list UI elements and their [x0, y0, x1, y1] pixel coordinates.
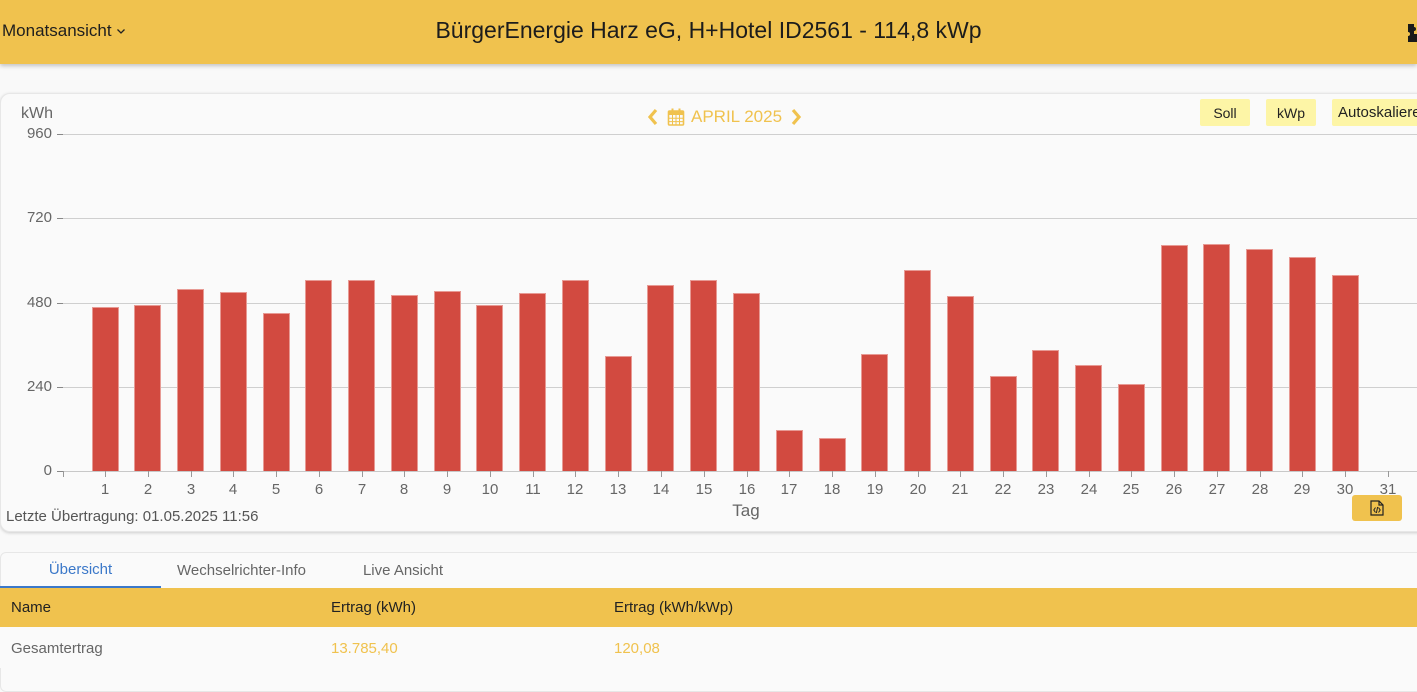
- bar-day-19[interactable]: [861, 354, 888, 471]
- bar-day-1[interactable]: [92, 307, 119, 471]
- bar-day-14[interactable]: [647, 285, 674, 471]
- last-transfer-status: Letzte Übertragung: 01.05.2025 11:56: [6, 508, 259, 525]
- bar-day-6[interactable]: [305, 280, 332, 471]
- page-title: BürgerEnergie Harz eG, H+Hotel ID2561 - …: [435, 17, 982, 43]
- bar-day-23[interactable]: [1032, 350, 1059, 471]
- export-button[interactable]: [1352, 495, 1402, 521]
- view-mode-label: Monatsansicht: [2, 21, 112, 40]
- kwp-toggle-button[interactable]: kWp: [1266, 99, 1316, 126]
- row-yield-kwh: 13.785,40: [331, 640, 398, 657]
- bar-day-28[interactable]: [1246, 249, 1273, 471]
- bar-day-2[interactable]: [134, 305, 161, 471]
- bar-day-3[interactable]: [177, 289, 204, 471]
- bar-day-29[interactable]: [1289, 257, 1316, 471]
- y-axis-unit: kWh: [21, 105, 53, 122]
- bar-day-12[interactable]: [562, 280, 589, 471]
- bar-day-13[interactable]: [605, 356, 632, 471]
- bar-day-5[interactable]: [263, 313, 290, 471]
- app-header: Monatsansicht BürgerEnergie Harz eG, H+H…: [0, 0, 1417, 64]
- month-label[interactable]: APRIL 2025: [691, 107, 783, 126]
- tab-inverter-info[interactable]: Wechselrichter-Info: [177, 561, 306, 579]
- file-code-icon: [1370, 500, 1384, 516]
- month-navigator: APRIL 2025: [645, 106, 804, 128]
- bar-day-11[interactable]: [519, 293, 546, 471]
- bar-day-8[interactable]: [391, 295, 418, 471]
- bar-day-4[interactable]: [220, 292, 247, 471]
- table-row: Gesamtertrag 13.785,40 120,08: [0, 627, 1417, 668]
- bar-day-30[interactable]: [1332, 275, 1359, 471]
- chevron-down-icon: [116, 29, 125, 34]
- prev-month-button[interactable]: [645, 106, 661, 128]
- bar-day-24[interactable]: [1075, 365, 1102, 471]
- column-header-name: Name: [11, 599, 52, 616]
- puzzle-icon[interactable]: [1404, 22, 1417, 44]
- bar-day-26[interactable]: [1161, 245, 1188, 471]
- soll-toggle-button[interactable]: Soll: [1200, 99, 1250, 126]
- tab-overview[interactable]: Übersicht: [0, 552, 161, 588]
- column-header-yield-kwh: Ertrag (kWh): [331, 599, 417, 616]
- bar-day-16[interactable]: [733, 293, 760, 471]
- next-month-button[interactable]: [788, 106, 804, 128]
- column-header-yield-kwh-kwp: Ertrag (kWh/kWp): [614, 599, 734, 616]
- bar-day-21[interactable]: [947, 296, 974, 471]
- bar-day-18[interactable]: [819, 438, 846, 471]
- row-name: Gesamtertrag: [11, 640, 103, 657]
- bar-day-25[interactable]: [1118, 384, 1145, 471]
- bar-day-9[interactable]: [434, 291, 461, 471]
- bar-day-22[interactable]: [990, 376, 1017, 471]
- view-mode-dropdown[interactable]: Monatsansicht: [2, 21, 126, 41]
- x-axis-label: Tag: [732, 501, 760, 520]
- calendar-icon[interactable]: [667, 108, 685, 126]
- autoscale-toggle-button[interactable]: Autoskalieren: [1332, 99, 1417, 126]
- bar-day-10[interactable]: [476, 305, 503, 471]
- table-header: Name Ertrag (kWh) Ertrag (kWh/kWp): [0, 588, 1417, 627]
- tab-live-view[interactable]: Live Ansicht: [362, 561, 444, 579]
- row-yield-kwh-kwp: 120,08: [614, 640, 660, 657]
- bar-day-7[interactable]: [348, 280, 375, 471]
- bar-day-17[interactable]: [776, 430, 803, 471]
- bar-day-27[interactable]: [1203, 244, 1230, 471]
- bar-day-20[interactable]: [904, 270, 931, 471]
- bar-day-15[interactable]: [690, 280, 717, 471]
- tab-bar: Übersicht Wechselrichter-Info Live Ansic…: [0, 552, 484, 588]
